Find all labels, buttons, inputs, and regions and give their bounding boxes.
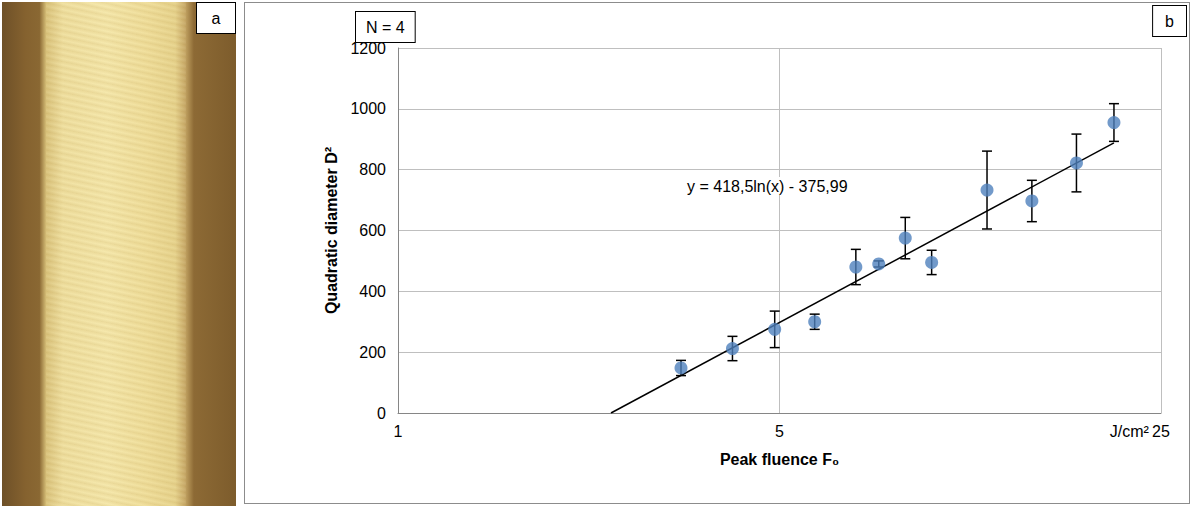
svg-text:600: 600 <box>359 222 386 239</box>
svg-text:400: 400 <box>359 283 386 300</box>
svg-text:y = 418,5ln(x) - 375,99: y = 418,5ln(x) - 375,99 <box>687 178 848 195</box>
html-text:a: a <box>211 10 221 27</box>
svg-text:1200: 1200 <box>350 39 386 57</box>
svg-text:1: 1 <box>394 423 403 440</box>
svg-text:5: 5 <box>775 423 784 440</box>
svg-text:800: 800 <box>359 161 386 178</box>
svg-text:Peak fluence F₀: Peak fluence F₀ <box>720 451 839 468</box>
svg-text:N = 4: N = 4 <box>366 19 405 36</box>
svg-text:1000: 1000 <box>350 100 386 117</box>
svg-text:200: 200 <box>359 344 386 361</box>
svg-text:Quadratic diameter D²: Quadratic diameter D² <box>323 147 340 314</box>
svg-text:J/cm²: J/cm² <box>1110 423 1150 440</box>
svg-text:0: 0 <box>377 405 386 422</box>
svg-text:25: 25 <box>1152 423 1170 440</box>
svg-text:b: b <box>1165 13 1174 30</box>
